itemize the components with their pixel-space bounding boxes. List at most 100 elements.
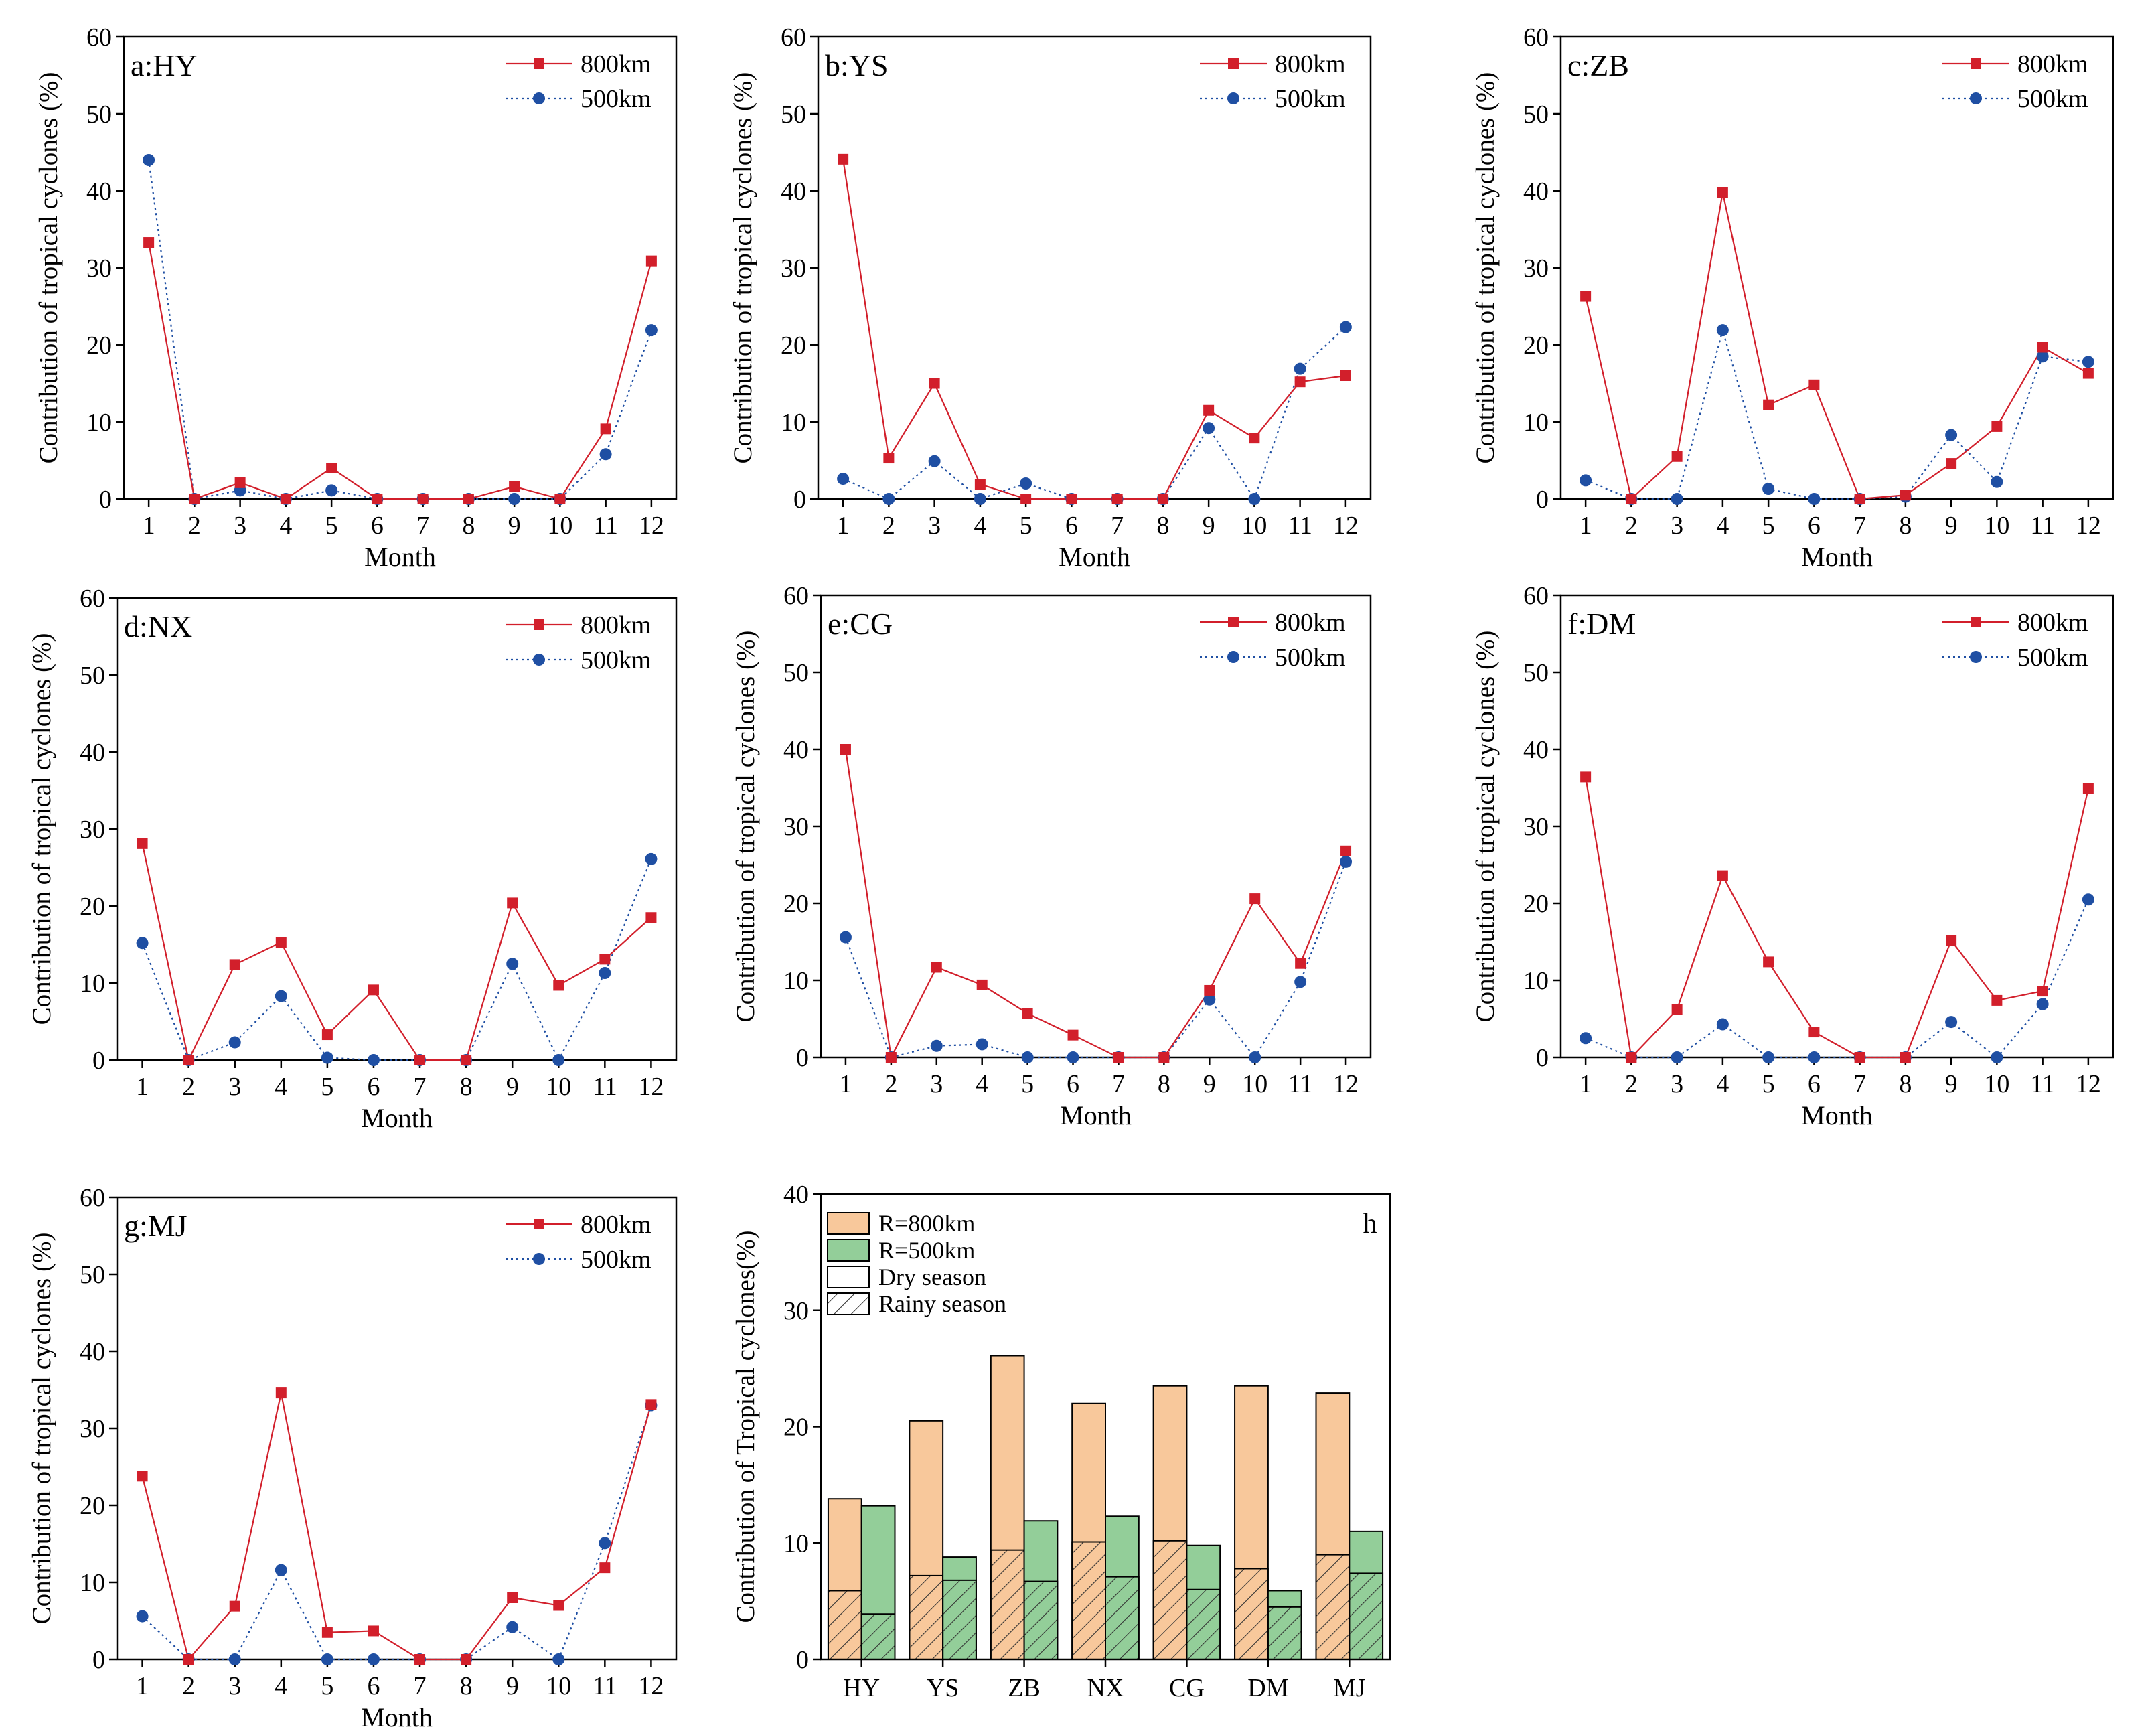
point-500km-m9 [506,958,519,970]
point-800km-m2 [183,1654,194,1665]
point-800km-m6 [1808,1027,1820,1038]
point-800km-m6 [1808,379,1820,390]
series-line-800km [141,1392,652,1661]
x-tick-label: 1 [136,1672,149,1700]
y-tick-label: 20 [1523,890,1549,918]
point-800km-m1 [143,237,155,248]
y-tick-label: 40 [80,1338,105,1366]
series-line-500km [141,858,652,1062]
point-800km-m5 [321,1029,333,1041]
point-500km-m6 [1067,1051,1079,1063]
panel-title: a:HY [131,48,198,82]
point-800km-m12 [645,1399,657,1410]
point-800km-m8 [463,494,474,504]
x-tick-label: 5 [1020,512,1032,540]
x-tick-label: 3 [930,1070,943,1098]
point-800km-m6 [368,984,379,996]
x-tick-label: 8 [1899,512,1912,540]
y-tick-label: 50 [1523,659,1549,687]
x-tick-label: 2 [1625,512,1638,540]
point-800km-m6 [1067,1029,1079,1041]
point-500km-m3 [228,1653,241,1665]
y-tick-label: 50 [86,100,112,129]
panel-title: f:DM [1567,607,1636,641]
point-500km-m12 [645,852,658,865]
point-800km-m11 [1295,958,1306,969]
x-tick-label: 11 [593,512,618,540]
point-500km-m4 [275,1564,287,1576]
point-800km-m12 [1340,845,1352,856]
y-tick-label: 30 [80,816,105,844]
legend-marker-800km [1971,617,1981,627]
y-tick-label: 0 [793,485,806,514]
point-800km-m6 [1066,494,1077,504]
x-tick-label: 5 [1762,512,1775,540]
y-tick-label: 60 [1523,23,1549,52]
x-tick-label: 2 [188,512,201,540]
point-500km-m9 [508,493,521,505]
x-tick-label: 12 [2076,512,2101,540]
legend-swatch-4 [827,1292,870,1315]
x-tick-label: 1 [136,1073,149,1101]
point-800km-m5 [326,463,337,473]
legend-label-800km: 800km [1275,50,1346,78]
point-800km-m2 [1626,494,1637,504]
point-500km-m10 [552,1054,565,1066]
point-800km-m9 [1946,458,1957,469]
point-500km-m9 [506,1621,519,1633]
point-800km-m12 [645,255,657,267]
point-800km-m10 [554,494,566,504]
x-axis-label: Month [361,1103,433,1133]
point-500km-m1 [136,1610,149,1623]
point-800km-m7 [1854,1052,1865,1063]
y-axis-label: Contribution of tropical cyclones (%) [34,72,63,464]
point-800km-m12 [2082,783,2094,794]
x-tick-label: 4 [1716,1070,1729,1098]
y-tick-label: 10 [1523,967,1549,995]
point-800km-m5 [321,1627,333,1638]
point-800km-m5 [1763,399,1774,410]
x-tick-label: 1 [839,1070,852,1098]
point-500km-m11 [2036,350,2049,363]
series-line-500km [1585,327,2089,500]
point-500km-m9 [1203,993,1216,1006]
x-tick-label: HY [843,1674,880,1702]
bar-HY-R=500km-rainy [860,1613,896,1661]
x-tick-label: 6 [1067,1070,1079,1098]
point-500km-m6 [367,1653,380,1665]
y-tick-label: 20 [80,893,105,921]
point-500km-m1 [136,937,149,950]
x-tick-label: 4 [275,1073,287,1101]
y-tick-label: 30 [80,1415,105,1443]
bar-MJ-R=800km-rainy [1315,1554,1351,1660]
x-tick-label: 5 [1021,1070,1034,1098]
legend-label-800km: 800km [581,50,651,78]
x-axis-label: Month [1059,542,1130,572]
x-tick-label: 2 [1625,1070,1638,1098]
point-800km-m9 [1946,935,1957,946]
point-800km-m10 [553,980,564,991]
point-800km-m1 [838,153,849,165]
legend-marker-500km [533,1253,545,1265]
point-800km-m12 [645,912,657,923]
y-tick-label: 10 [86,408,112,437]
bar-ZB-R=800km-rainy [990,1549,1025,1661]
y-tick-label: 0 [92,1047,105,1075]
y-tick-label: 40 [86,177,112,206]
bar-NX-R=800km-rainy [1071,1541,1106,1660]
point-800km-m1 [840,744,851,755]
legend-label-500km: 500km [1275,644,1346,672]
y-tick-label: 0 [1536,485,1549,514]
point-800km-m8 [461,1055,472,1065]
y-tick-label: 40 [1523,177,1549,206]
legend-marker-800km [534,58,544,69]
y-tick-label: 10 [1523,408,1549,437]
point-500km-m3 [928,455,941,467]
bar-NX-R=500km-rainy [1105,1576,1140,1660]
point-800km-m12 [2082,368,2094,379]
point-500km-m10 [552,1653,565,1665]
point-800km-m8 [1900,490,1911,501]
